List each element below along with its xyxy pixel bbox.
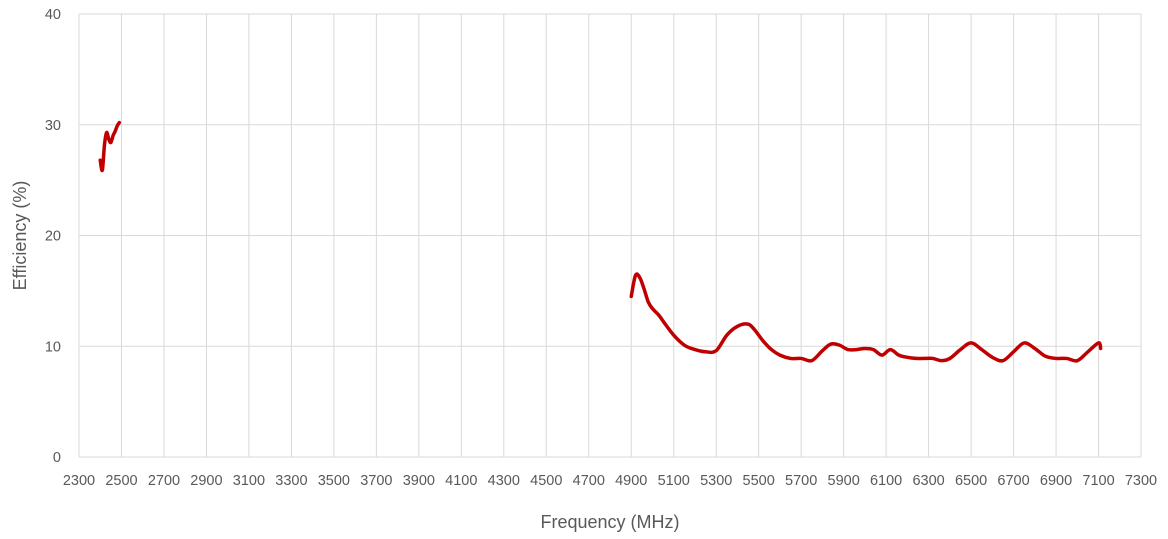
x-tick-label: 6900 xyxy=(1040,473,1072,489)
x-tick-label: 5700 xyxy=(785,473,817,489)
y-tick-label: 20 xyxy=(45,229,61,245)
grid xyxy=(78,13,1142,458)
x-tick-label: 6300 xyxy=(912,473,944,489)
x-tick-label: 7100 xyxy=(1082,473,1114,489)
x-tick-label: 4300 xyxy=(488,473,520,489)
y-axis-tick-labels: 0 10 20 30 40 xyxy=(45,7,61,466)
x-tick-label: 6700 xyxy=(997,473,1029,489)
x-tick-label: 2500 xyxy=(105,473,137,489)
x-tick-label: 6500 xyxy=(955,473,987,489)
x-tick-label: 4100 xyxy=(445,473,477,489)
x-tick-label: 7300 xyxy=(1125,473,1157,489)
x-tick-label: 4900 xyxy=(615,473,647,489)
y-tick-label: 30 xyxy=(45,118,61,134)
x-tick-label: 3900 xyxy=(403,473,435,489)
x-tick-label: 4700 xyxy=(573,473,605,489)
y-axis-title: Efficiency (%) xyxy=(10,181,30,291)
x-tick-label: 6100 xyxy=(870,473,902,489)
x-axis-tick-labels: 2300 2500 2700 2900 3100 3300 3500 3700 3900 4100… xyxy=(63,473,1157,489)
x-axis-title: Frequency (MHz) xyxy=(540,512,679,532)
y-tick-label: 10 xyxy=(45,339,61,355)
x-tick-label: 5900 xyxy=(828,473,860,489)
x-tick-label: 4500 xyxy=(530,473,562,489)
series-line-segment-1 xyxy=(98,120,122,173)
y-tick-label: 0 xyxy=(53,450,61,466)
series-group xyxy=(98,120,1103,363)
x-tick-label: 3700 xyxy=(360,473,392,489)
series-line-segment-2 xyxy=(629,272,1103,363)
x-tick-label: 2900 xyxy=(190,473,222,489)
x-tick-label: 3500 xyxy=(318,473,350,489)
x-tick-label: 3300 xyxy=(275,473,307,489)
x-tick-label: 2700 xyxy=(148,473,180,489)
x-tick-label: 5500 xyxy=(743,473,775,489)
x-tick-label: 5100 xyxy=(658,473,690,489)
x-tick-label: 2300 xyxy=(63,473,95,489)
x-tick-label: 5300 xyxy=(700,473,732,489)
y-tick-label: 40 xyxy=(45,7,61,23)
x-tick-label: 3100 xyxy=(233,473,265,489)
